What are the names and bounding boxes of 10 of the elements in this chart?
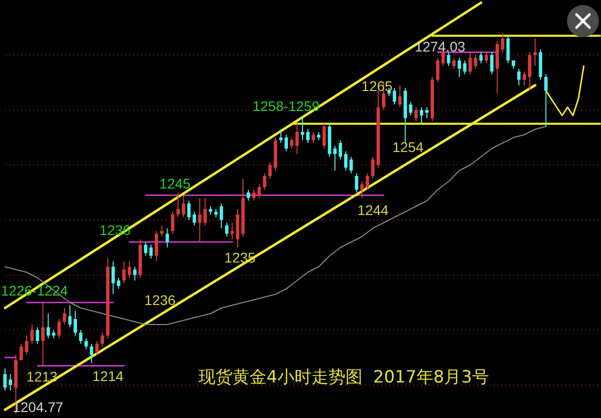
annotation: 1213 [26,368,58,384]
annotation: 1274.03 [414,38,466,55]
annotation: 1236 [144,292,176,308]
annotation: 1214 [92,368,124,384]
annotation: 1235 [224,249,256,266]
annotation: 1244 [357,202,389,218]
annotation: 1258-1259 [252,98,320,114]
text: 现货黄金4小时走势图 2017年8月3号 [198,368,490,388]
annotation: 1245 [159,175,191,192]
annotation: 1254 [392,138,424,155]
